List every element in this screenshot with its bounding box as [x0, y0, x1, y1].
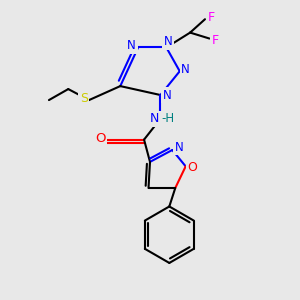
Text: N: N [164, 35, 172, 48]
Text: O: O [187, 161, 197, 174]
Text: F: F [207, 11, 214, 24]
Text: S: S [80, 92, 88, 105]
Text: O: O [95, 132, 106, 145]
Text: N: N [127, 40, 136, 52]
Text: N: N [163, 88, 171, 101]
Text: N: N [150, 112, 159, 125]
Text: N: N [181, 63, 190, 76]
Text: N: N [175, 140, 183, 154]
Text: -H: -H [161, 112, 174, 125]
Text: F: F [212, 34, 219, 46]
